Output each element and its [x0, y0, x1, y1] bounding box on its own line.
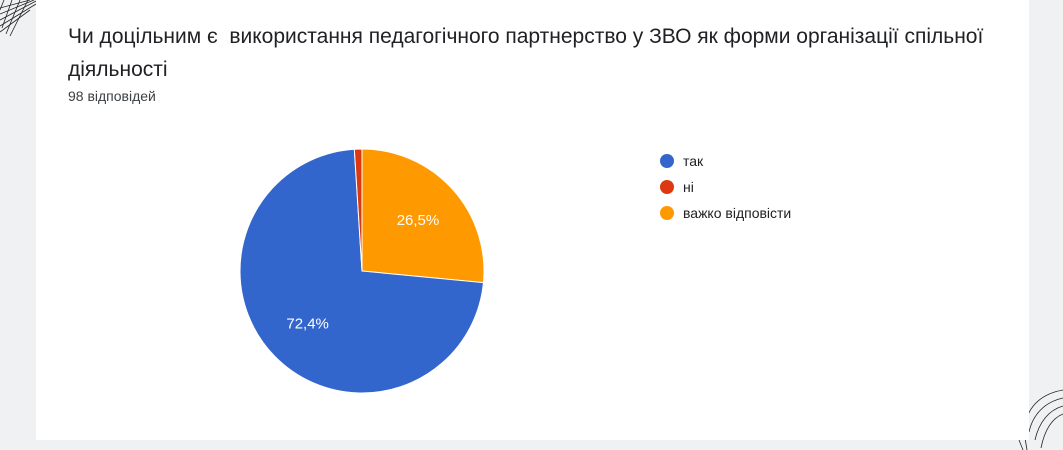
legend-item[interactable]: ні	[660, 174, 791, 200]
legend-item[interactable]: так	[660, 148, 791, 174]
pie-slice-2[interactable]	[361, 148, 485, 284]
slice-label-0: 72,4%	[286, 316, 329, 333]
chart-legend: так ні важко відповісти	[660, 148, 791, 226]
pie-chart: 72,4% 26,5%	[239, 148, 485, 394]
pie-slice-0[interactable]	[239, 148, 484, 394]
legend-label: важко відповісти	[683, 205, 792, 221]
corner-decoration-top-left	[0, 0, 39, 37]
legend-label: ні	[683, 179, 694, 195]
legend-item[interactable]: важко відповісти	[660, 200, 791, 226]
response-count: 98 відповідей	[68, 88, 156, 104]
slice-label-2: 26,5%	[397, 212, 440, 229]
legend-label: так	[683, 153, 704, 169]
legend-swatch-icon	[660, 154, 674, 168]
question-title: Чи доцільним є використання педагогічног…	[68, 25, 990, 81]
chart-card: Чи доцільним є використання педагогічног…	[36, 0, 1029, 440]
legend-swatch-icon	[660, 206, 674, 220]
pie-slice-1[interactable]	[353, 148, 363, 272]
legend-swatch-icon	[660, 180, 674, 194]
